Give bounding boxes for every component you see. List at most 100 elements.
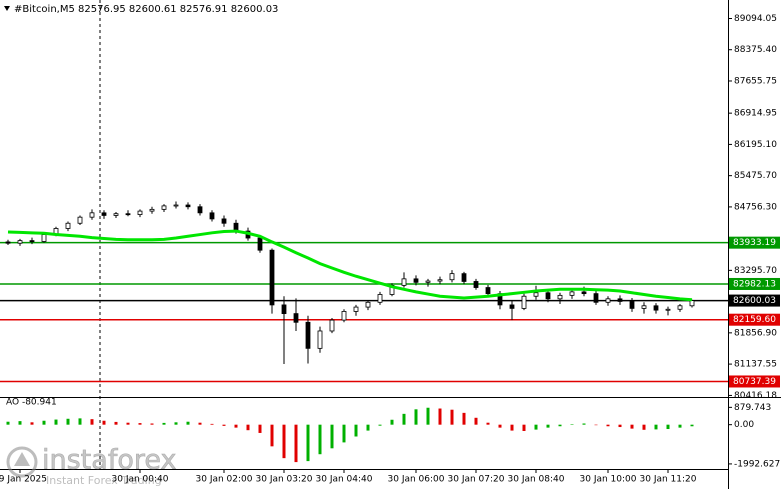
candle-body [593,293,599,303]
candle-body [425,280,431,283]
y-tick-label: 80416.18 [734,391,777,401]
ao-label: AO -80.941 [6,398,57,408]
ao-bar [6,421,10,425]
candle-body [365,301,371,308]
ao-bar [114,421,118,425]
ao-bar [690,424,694,427]
ao-bar [378,424,382,426]
ao-bar [642,424,646,430]
candle-body [653,305,659,311]
candle-body [197,206,203,214]
candle-body [65,222,71,229]
level-label: 80737.39 [733,377,776,387]
ao-bar [78,418,82,425]
candle-body [173,204,179,207]
level-label-box [729,375,780,388]
ao-bar [318,424,322,455]
candle-body [77,216,83,224]
x-tick-label: 30 Jan 00:40 [112,475,169,485]
candle-body [353,306,359,312]
candle-body [581,291,587,295]
candle-body [377,294,383,303]
ao-bar [330,424,334,449]
candle-body [89,212,95,218]
x-tick-label: 30 Jan 06:00 [388,475,445,485]
ao-bar [546,424,550,428]
level-label-box [729,294,780,307]
y-tick-label: 879.743 [734,403,771,413]
ao-bar [522,424,526,431]
level-label: 83933.19 [733,238,776,248]
ao-bar [18,421,22,425]
candle-body [449,273,455,281]
ao-bar [198,422,202,425]
ao-bar [30,422,34,425]
ao-bar [450,409,454,425]
ao-bar [90,419,94,425]
watermark: instaforex Instant Forex Trading [6,444,177,487]
candle-body [485,287,491,295]
ao-bar [474,417,478,425]
ao-bar [486,422,490,425]
candle-body [209,212,215,220]
candle-body [161,205,167,210]
y-tick-label: 86195.10 [734,140,777,150]
candle-body [137,210,143,215]
ao-bar [138,423,142,425]
ao-bar [222,424,226,426]
ao-bar [666,424,670,430]
candle-body [149,208,155,212]
candle-body [545,292,551,300]
watermark-brand: instaforex [42,445,176,476]
y-tick-label: 81137.55 [734,360,777,370]
ao-bar [426,407,430,425]
x-tick-label: 30 Jan 02:00 [196,475,253,485]
ao-bar [270,424,274,447]
ao-bar [594,424,598,426]
ao-bar [294,424,298,463]
y-tick-label: 87655.75 [734,76,777,86]
ao-bar [54,419,58,425]
ao-bar [462,412,466,425]
candle-body [521,295,527,309]
x-tick-label: 30 Jan 11:20 [640,475,697,485]
ao-bar [258,424,262,433]
candle-body [125,213,131,216]
candle-body [677,305,683,310]
ao-bar [342,424,346,443]
ao-bar [42,420,46,425]
candle-body [473,281,479,288]
candle-body [317,330,323,349]
ao-bar [126,422,130,425]
candle-body [509,304,515,309]
y-tick-label: 85475.70 [734,171,777,181]
candle-body [557,294,563,300]
y-tick-label: 86914.95 [734,109,777,119]
candle-body [461,273,467,282]
level-label-box [729,236,780,249]
x-tick-label: 30 Jan 10:00 [580,475,637,485]
x-tick-label: 29 Jan 2025 [0,475,47,485]
candle-body [569,291,575,296]
x-tick-label: 30 Jan 04:40 [316,475,373,485]
ao-bar [354,424,358,437]
candle-body [17,240,23,244]
ao-bar [306,424,310,462]
candle-body [29,240,35,243]
candle-body [293,313,299,323]
candle-body [185,204,191,208]
ao-bar [558,424,562,427]
ao-bar [174,422,178,425]
ao-bar [66,418,70,425]
ao-bar [654,424,658,430]
level-label-box [729,277,780,290]
y-tick-label: 83295.70 [734,266,777,276]
y-tick-label: -1992.627 [734,459,780,469]
candle-body [305,321,311,349]
candle-body [221,218,227,224]
candle-body [113,213,119,216]
y-tick-label: 84756.30 [734,202,777,212]
logo [6,446,38,478]
level-label: 82159.60 [733,315,776,325]
